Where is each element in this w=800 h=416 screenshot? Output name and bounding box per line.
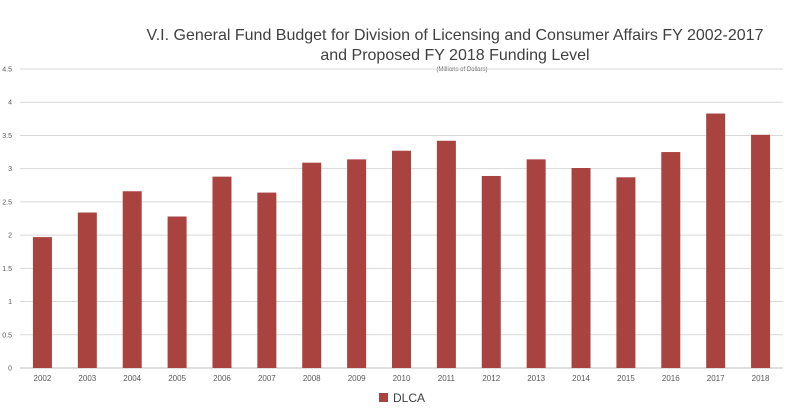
x-tick-label: 2009: [348, 374, 366, 383]
y-tick-label: 0: [8, 366, 12, 373]
x-tick-label: 2011: [438, 374, 456, 383]
x-tick-label: 2006: [213, 374, 231, 383]
y-tick-label: 4: [8, 100, 12, 107]
bar-2003: [77, 212, 97, 368]
x-tick-label: 2004: [123, 374, 141, 383]
bar-2008: [302, 162, 322, 368]
chart-subtitle: (Millions of Dollars): [436, 67, 487, 73]
bar-2010: [392, 150, 411, 368]
bar-2013: [526, 159, 546, 368]
y-axis-ticks: 0 0.5 1 1.5 2 2.5 3 3.5 4 4.5: [2, 67, 12, 373]
bar-2002: [32, 237, 52, 368]
x-tick-label: 2003: [78, 374, 96, 383]
x-tick-label: 2002: [34, 374, 52, 383]
bars: [32, 113, 771, 368]
bar-2018: [751, 134, 771, 368]
y-tick-label: 3.5: [2, 133, 12, 140]
x-tick-label: 2015: [617, 374, 635, 383]
x-tick-label: 2018: [752, 374, 770, 383]
bar-2009: [347, 159, 367, 368]
x-tick-label: 2017: [707, 374, 725, 383]
x-tick-label: 2012: [482, 374, 500, 383]
legend-label-dlca: DLCA: [393, 391, 425, 405]
y-tick-label: 4.5: [2, 67, 12, 74]
y-tick-label: 0.5: [2, 332, 12, 339]
bar-2005: [167, 216, 187, 368]
x-axis-ticks: 2002 2003 2004 2005 2006 2007 2008 2009 2010 2011…: [34, 374, 770, 383]
bar-2004: [122, 191, 142, 368]
x-tick-label: 2014: [572, 374, 590, 383]
x-tick-label: 2013: [527, 374, 545, 383]
bar-2007: [257, 192, 277, 368]
bar-2006: [212, 176, 232, 368]
bar-2014: [571, 168, 591, 368]
legend-swatch-dlca: [379, 393, 388, 402]
chart-title-line-1: V.I. General Fund Budget for Division of…: [147, 27, 764, 44]
y-tick-label: 1: [8, 299, 12, 306]
y-tick-label: 1.5: [2, 266, 12, 273]
y-tick-label: 3: [8, 166, 12, 173]
x-tick-label: 2008: [303, 374, 321, 383]
x-tick-label: 2005: [168, 374, 186, 383]
bar-2012: [481, 175, 501, 368]
x-tick-label: 2010: [393, 374, 411, 383]
x-tick-label: 2016: [662, 374, 680, 383]
legend: DLCA: [379, 391, 425, 405]
y-tick-label: 2: [8, 233, 12, 240]
x-tick-label: 2007: [258, 374, 276, 383]
y-tick-label: 2.5: [2, 199, 12, 206]
bar-2017: [706, 113, 726, 368]
bar-2016: [661, 152, 681, 368]
bar-2011: [436, 140, 456, 368]
bar-2015: [616, 177, 636, 368]
chart-title-line-2: and Proposed FY 2018 Funding Level: [320, 47, 589, 64]
